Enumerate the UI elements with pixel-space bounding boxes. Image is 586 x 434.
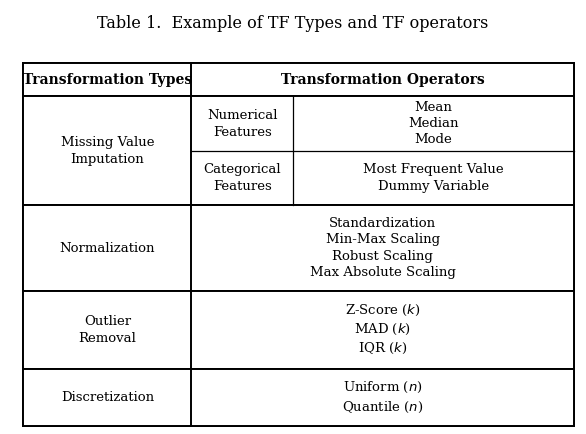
- Text: Transformation Types: Transformation Types: [23, 72, 192, 87]
- Text: Standardization
Min-Max Scaling
Robust Scaling
Max Absolute Scaling: Standardization Min-Max Scaling Robust S…: [310, 217, 456, 279]
- Text: Outlier
Removal: Outlier Removal: [79, 315, 137, 345]
- Text: Uniform ($n$)
Quantile ($n$): Uniform ($n$) Quantile ($n$): [342, 380, 424, 415]
- Text: Most Frequent Value
Dummy Variable: Most Frequent Value Dummy Variable: [363, 163, 504, 193]
- Text: Discretization: Discretization: [61, 391, 154, 404]
- Text: Mean
Median
Mode: Mean Median Mode: [408, 101, 459, 146]
- Text: Missing Value
Imputation: Missing Value Imputation: [61, 136, 154, 166]
- Text: Transformation Operators: Transformation Operators: [281, 72, 485, 87]
- Text: Z-Score ($k$)
MAD ($k$)
IQR ($k$): Z-Score ($k$) MAD ($k$) IQR ($k$): [345, 303, 421, 356]
- Text: Categorical
Features: Categorical Features: [203, 163, 281, 193]
- Text: Table 1.  Example of TF Types and TF operators: Table 1. Example of TF Types and TF oper…: [97, 15, 489, 32]
- Text: Numerical
Features: Numerical Features: [207, 108, 277, 138]
- Text: Normalization: Normalization: [60, 241, 155, 254]
